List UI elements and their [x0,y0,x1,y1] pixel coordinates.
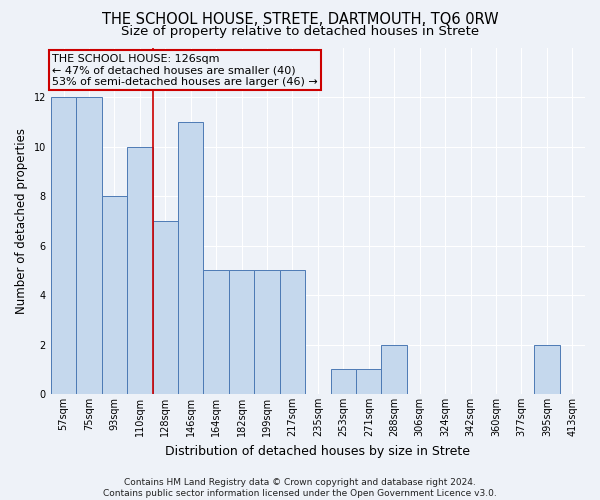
Bar [356,370,382,394]
Bar [178,122,203,394]
Text: Contains HM Land Registry data © Crown copyright and database right 2024.
Contai: Contains HM Land Registry data © Crown c… [103,478,497,498]
Bar [382,344,407,394]
Bar [51,97,76,394]
Text: THE SCHOOL HOUSE, STRETE, DARTMOUTH, TQ6 0RW: THE SCHOOL HOUSE, STRETE, DARTMOUTH, TQ6… [101,12,499,28]
Y-axis label: Number of detached properties: Number of detached properties [15,128,28,314]
X-axis label: Distribution of detached houses by size in Strete: Distribution of detached houses by size … [166,444,470,458]
Bar [229,270,254,394]
Bar [101,196,127,394]
Bar [127,146,152,394]
Bar [280,270,305,394]
Bar [203,270,229,394]
Bar [331,370,356,394]
Text: THE SCHOOL HOUSE: 126sqm
← 47% of detached houses are smaller (40)
53% of semi-d: THE SCHOOL HOUSE: 126sqm ← 47% of detach… [52,54,318,87]
Bar [534,344,560,394]
Text: Size of property relative to detached houses in Strete: Size of property relative to detached ho… [121,25,479,38]
Bar [254,270,280,394]
Bar [152,221,178,394]
Bar [76,97,101,394]
